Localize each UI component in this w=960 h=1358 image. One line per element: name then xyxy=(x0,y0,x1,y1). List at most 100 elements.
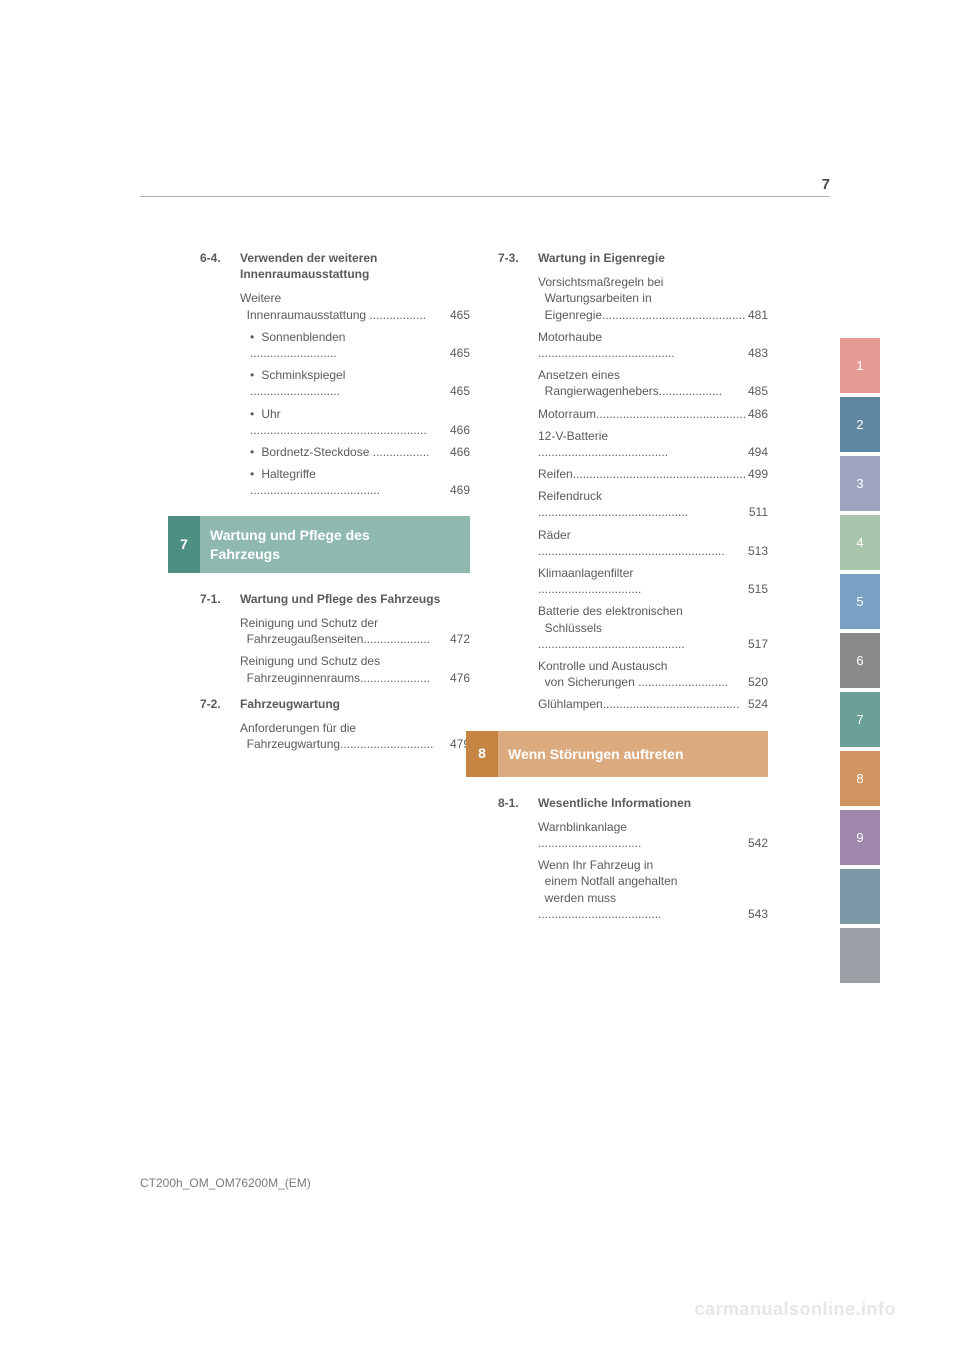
entry-page: 465 xyxy=(447,383,470,399)
side-tab xyxy=(840,869,880,924)
section-8-1-heading: 8-1. Wesentliche Informationen xyxy=(498,795,768,811)
section-title-line: Innenraumausstattung xyxy=(240,267,369,281)
entry-page: 469 xyxy=(447,482,470,498)
side-tab: 3 xyxy=(840,456,880,511)
entry-text: Batterie des elektronischen xyxy=(538,604,683,618)
chapter-8-bar: 8 Wenn Störungen auftreten xyxy=(466,731,768,777)
entry-text: 12-V-Batterie xyxy=(538,429,608,443)
entry-text: Reifendruck xyxy=(538,489,602,503)
entry-page: 499 xyxy=(745,466,768,482)
section-7-3-heading: 7-3. Wartung in Eigenregie xyxy=(498,250,768,266)
entry-page: 466 xyxy=(447,444,470,460)
toc-entry: Motorraum...............................… xyxy=(538,406,768,422)
toc-entry: Glühlampen..............................… xyxy=(538,696,768,712)
chapter-7-bar: 7 Wartung und Pflege des Fahrzeugs xyxy=(168,516,470,572)
entry-text: Kontrolle und Austausch xyxy=(538,659,667,673)
side-tab: 1 xyxy=(840,338,880,393)
entry-page: 511 xyxy=(746,504,768,520)
toc-entry: Motorhaube .............................… xyxy=(538,329,768,361)
toc-entry: Ansetzen eines Rangierwagenhebers.......… xyxy=(538,367,768,399)
chapter-title-line: Wartung und Pflege des xyxy=(210,527,370,543)
section-title: Fahrzeugwartung xyxy=(240,696,340,712)
section-8-1-entries: Warnblinkanlage ........................… xyxy=(538,819,768,922)
entry-text: Uhr xyxy=(261,407,280,421)
entry-page: 485 xyxy=(745,383,768,399)
section-number: 7-2. xyxy=(200,696,240,712)
entry-text: Eigenregie xyxy=(545,308,602,322)
section-6-4-entries: Weitere Innenraumausstattung ...........… xyxy=(240,290,470,498)
toc-entry: Kontrolle und Austausch von Sicherungen … xyxy=(538,658,768,690)
toc-entry: 12-V-Batterie ..........................… xyxy=(538,428,768,460)
entry-text: Motorhaube xyxy=(538,330,602,344)
entry-text: Wartungsarbeiten in xyxy=(545,291,652,305)
toc-entry: Vorsichtsmaßregeln bei Wartungsarbeiten … xyxy=(538,274,768,323)
entry-text: Fahrzeugwartung xyxy=(247,737,340,751)
side-tab: 9 xyxy=(840,810,880,865)
toc-entry: Reifendruck ............................… xyxy=(538,488,768,520)
entry-text: Schminkspiegel xyxy=(261,368,345,382)
section-7-2-entries: Anforderungen für die Fahrzeugwartung...… xyxy=(240,720,470,752)
side-tab: 8 xyxy=(840,751,880,806)
entry-text: Anforderungen für die xyxy=(240,721,356,735)
section-7-1-heading: 7-1. Wartung und Pflege des Fahrzeugs xyxy=(200,591,470,607)
toc-entry: Batterie des elektronischen Schlüssels .… xyxy=(538,603,768,652)
entry-text: Innenraumausstattung xyxy=(247,308,366,322)
entry-page: 465 xyxy=(447,345,470,361)
side-tab: 4 xyxy=(840,515,880,570)
toc-entry: Klimaanlagenfilter .....................… xyxy=(538,565,768,597)
section-title: Verwenden der weiteren Innenraumausstatt… xyxy=(240,250,377,282)
entry-page: 486 xyxy=(745,406,768,422)
entry-text: Haltegriffe xyxy=(261,467,315,481)
toc-entry: • Sonnenblenden ........................… xyxy=(240,329,470,361)
entry-text: Sonnenblenden xyxy=(261,330,345,344)
bullet-icon: • xyxy=(250,466,258,482)
entry-page: 483 xyxy=(745,345,768,361)
section-title: Wesentliche Informationen xyxy=(538,795,691,811)
entry-text: Wenn Ihr Fahrzeug in xyxy=(538,858,653,872)
entry-page: 476 xyxy=(447,670,470,686)
entry-text: Motorraum xyxy=(538,407,596,421)
section-title: Wartung in Eigenregie xyxy=(538,250,665,266)
entry-text: Räder xyxy=(538,528,571,542)
entry-text: Weitere xyxy=(240,291,281,305)
entry-text: einem Notfall angehalten xyxy=(545,874,678,888)
chapter-number: 8 xyxy=(466,731,498,777)
entry-text: Glühlampen xyxy=(538,697,603,711)
toc-entry: • Uhr ..................................… xyxy=(240,406,470,438)
toc-entry: • Schminkspiegel .......................… xyxy=(240,367,470,399)
side-tab: 5 xyxy=(840,574,880,629)
section-title-line: Verwenden der weiteren xyxy=(240,251,377,265)
chapter-number: 7 xyxy=(168,516,200,572)
entry-text: Ansetzen eines xyxy=(538,368,620,382)
side-tab: 6 xyxy=(840,633,880,688)
toc-entry: Warnblinkanlage ........................… xyxy=(538,819,768,851)
section-number: 8-1. xyxy=(498,795,538,811)
right-column: 7-3. Wartung in Eigenregie Vorsichtsmaßr… xyxy=(498,250,768,928)
toc-entry: Reifen..................................… xyxy=(538,466,768,482)
entry-page: 543 xyxy=(745,906,768,922)
entry-text: Schlüssels xyxy=(545,621,602,635)
section-7-3-entries: Vorsichtsmaßregeln bei Wartungsarbeiten … xyxy=(538,274,768,712)
section-6-4-heading: 6-4. Verwenden der weiteren Innenraumaus… xyxy=(200,250,470,282)
chapter-title-line: Fahrzeugs xyxy=(210,546,280,562)
toc-entry: Reinigung und Schutz der Fahrzeugaußense… xyxy=(240,615,470,647)
entry-page: 520 xyxy=(745,674,768,690)
section-number: 6-4. xyxy=(200,250,240,282)
section-number: 7-1. xyxy=(200,591,240,607)
section-title: Wartung und Pflege des Fahrzeugs xyxy=(240,591,440,607)
toc-entry: Reinigung und Schutz des Fahrzeuginnenra… xyxy=(240,653,470,685)
entry-page: 465 xyxy=(447,307,470,323)
entry-page: 466 xyxy=(447,422,470,438)
entry-text: von Sicherungen xyxy=(545,675,635,689)
entry-text: Klimaanlagenfilter xyxy=(538,566,633,580)
watermark: carmanualsonline.info xyxy=(694,1299,896,1320)
entry-text: Rangierwagenhebers xyxy=(545,384,659,398)
entry-page: 517 xyxy=(745,636,768,652)
entry-page: 542 xyxy=(745,835,768,851)
chapter-title-line: Wenn Störungen auftreten xyxy=(508,746,684,762)
toc-entry: Wenn Ihr Fahrzeug in einem Notfall angeh… xyxy=(538,857,768,922)
footer-text: CT200h_OM_OM76200M_(EM) xyxy=(140,1176,311,1190)
entry-page: 513 xyxy=(745,543,768,559)
page: 7 6-4. Verwenden der weiteren Innenrauma… xyxy=(0,0,960,1358)
left-column: 6-4. Verwenden der weiteren Innenraumaus… xyxy=(200,250,470,758)
